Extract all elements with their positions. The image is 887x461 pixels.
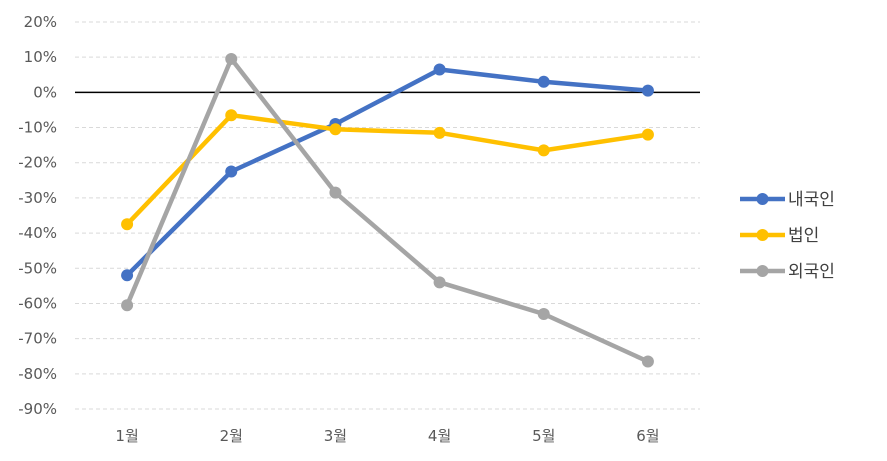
legend-swatch-marker [756, 193, 769, 205]
x-tick-label: 3월 [324, 427, 347, 445]
y-tick-label: -70% [18, 330, 57, 348]
legend-item: 법인 [740, 226, 819, 246]
y-tick-label: 20% [24, 13, 57, 31]
data-point [225, 109, 238, 122]
series-line [124, 56, 651, 364]
y-tick-label: -60% [18, 294, 57, 312]
data-point [225, 52, 238, 65]
x-tick-label: 6월 [636, 427, 659, 445]
y-tick-label: -10% [18, 119, 57, 137]
y-tick-label: -90% [18, 400, 57, 418]
y-tick-label: -50% [18, 259, 57, 277]
data-point [121, 269, 134, 282]
data-point [433, 276, 446, 289]
legend-swatch-marker [756, 265, 769, 277]
data-point [225, 165, 238, 178]
data-point [121, 218, 134, 231]
data-point [433, 126, 446, 139]
legend-item: 외국인 [740, 262, 835, 282]
y-tick-label: -20% [18, 154, 57, 172]
x-tick-label: 2월 [220, 427, 243, 445]
data-point [537, 75, 550, 88]
data-point [433, 63, 446, 76]
y-tick-label: 0% [33, 83, 57, 101]
y-tick-label: 10% [24, 48, 57, 66]
series-layer [121, 52, 654, 368]
data-point [641, 355, 654, 368]
gridlines [75, 21, 700, 410]
legend-swatch-marker [756, 229, 769, 241]
data-point [329, 123, 342, 136]
y-tick-label: -30% [18, 189, 57, 207]
data-point [537, 308, 550, 321]
x-axis: 1월 2월 3월 4월 5월 6월 [115, 427, 659, 445]
series-line [124, 67, 651, 278]
y-tick-label: -80% [18, 365, 57, 383]
series-3 [121, 52, 654, 368]
data-point [121, 299, 134, 312]
x-tick-label: 1월 [115, 427, 138, 445]
data-point [329, 186, 342, 199]
data-point [537, 144, 550, 157]
data-point [641, 84, 654, 97]
x-tick-label: 4월 [428, 427, 451, 445]
y-tick-label: -40% [18, 224, 57, 242]
legend-item: 내국인 [740, 190, 835, 210]
y-axis: 20% 10% 0% -10% -20% -30% -40% -50% -60% -70% -80%… [18, 13, 57, 418]
legend-label: 외국인 [788, 262, 835, 282]
series-2 [121, 109, 654, 231]
series-1 [121, 63, 654, 282]
x-tick-label: 5월 [532, 427, 555, 445]
series-line [124, 112, 651, 227]
legend-label: 법인 [788, 226, 819, 246]
legend-label: 내국인 [788, 190, 835, 210]
data-point [641, 128, 654, 141]
